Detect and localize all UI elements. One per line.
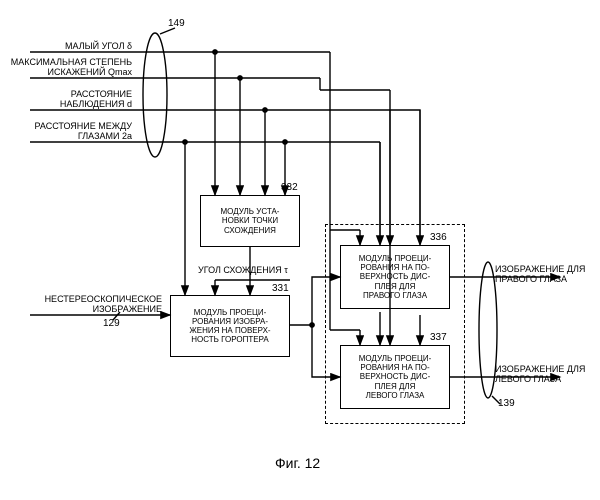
diagram-wires [0,0,600,500]
